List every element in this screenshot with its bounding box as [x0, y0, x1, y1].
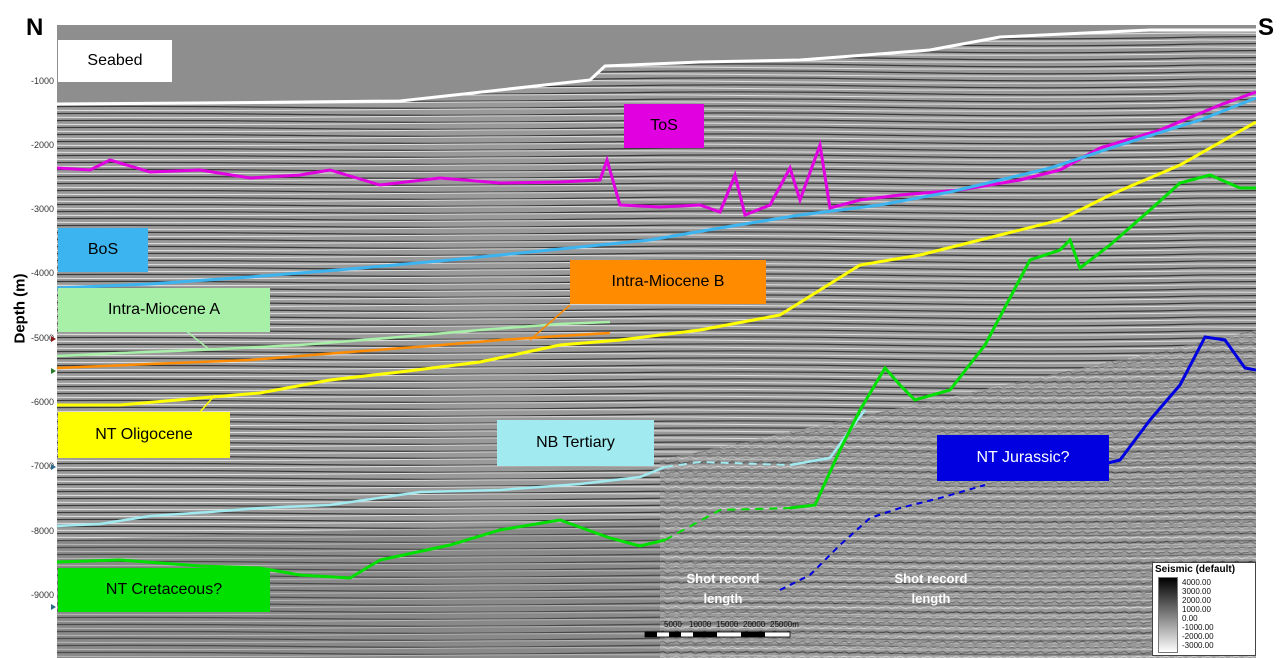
seismic-color-legend: Seismic (default) 4000.00 3000.00 2000.0…	[1152, 562, 1256, 656]
legend-value: -1000.00	[1182, 623, 1214, 632]
bos-horizon	[57, 96, 1256, 290]
tos-label: ToS	[624, 104, 704, 148]
axis-marker-icon	[51, 368, 56, 374]
nb-tertiary-horizon-east	[789, 409, 866, 467]
depth-tick: -9000	[30, 590, 54, 600]
deep-chaotic-zone	[660, 330, 1256, 658]
nb-tertiary-horizon	[57, 465, 666, 528]
depth-tick: -6000	[30, 397, 54, 407]
legend-title: Seismic (default)	[1155, 564, 1236, 575]
scale-label: 5000	[664, 620, 682, 629]
depth-tick: -7000	[30, 461, 54, 471]
nt-oligocene-label: NT Oligocene	[58, 412, 230, 458]
nt-jurassic-label: NT Jurassic?	[937, 435, 1109, 481]
nt-cretaceous-dashed	[664, 507, 791, 541]
intra-miocene-b-horizon	[57, 331, 611, 370]
axis-marker-icon	[51, 464, 56, 470]
deep-sediment	[57, 520, 660, 658]
depth-tick: -3000	[30, 204, 54, 214]
scale-label: 20000	[743, 620, 766, 629]
shot-record-line: length	[911, 591, 951, 606]
bos-label: BoS	[58, 228, 148, 272]
legend-value: 4000.00	[1182, 578, 1211, 587]
depth-tick: -5000	[30, 333, 54, 343]
legend-value: 3000.00	[1182, 587, 1211, 596]
scale-label: 15000	[716, 620, 739, 629]
nt-cretaceous-label: NT Cretaceous?	[58, 568, 270, 612]
south-label: S	[1258, 14, 1275, 41]
legend-value: 0.00	[1182, 614, 1198, 623]
axis-marker-icon	[51, 336, 56, 342]
intra-miocene-a-leader	[184, 329, 211, 351]
tos-horizon	[57, 90, 1256, 218]
nt-cretaceous-horizon	[57, 518, 666, 580]
nt-jurassic-horizon	[1079, 335, 1256, 472]
intra-miocene-a-label: Intra-Miocene A	[58, 288, 270, 332]
depth-tick: -4000	[30, 268, 54, 278]
nt-jurassic-dashed	[779, 484, 986, 591]
nb-tertiary-dashed	[664, 460, 791, 468]
legend-value: 1000.00	[1182, 605, 1211, 614]
scale-label: 10000	[689, 620, 712, 629]
depth-tick: -8000	[30, 526, 54, 536]
nt-oligocene-leader	[199, 394, 216, 413]
shot-record-line: Shot record	[894, 571, 968, 586]
intra-miocene-b-leader	[529, 304, 571, 341]
legend-colorbar	[1158, 577, 1178, 653]
scale-label: 25000m	[770, 620, 799, 629]
depth-tick: -2000	[30, 140, 54, 150]
nb-tertiary-label: NB Tertiary	[497, 420, 654, 466]
nt-cretaceous-horizon-east	[789, 173, 1256, 510]
scale-bar	[644, 631, 791, 638]
shot-record-line: Shot record	[686, 571, 760, 586]
seabed-horizon	[57, 28, 1256, 106]
depth-tick: -1000	[30, 76, 54, 86]
intra-miocene-b-label: Intra-Miocene B	[570, 260, 766, 304]
legend-value: 2000.00	[1182, 596, 1211, 605]
axis-marker-icon	[51, 604, 56, 610]
legend-value: -2000.00	[1182, 632, 1214, 641]
legend-value: -3000.00	[1182, 641, 1214, 650]
seismic-section	[57, 25, 1256, 658]
shot-record-annotation: Shot record length	[668, 569, 778, 609]
shot-record-annotation: Shot record length	[876, 569, 986, 609]
nt-oligocene-horizon	[57, 120, 1256, 407]
seabed-label: Seabed	[58, 40, 172, 82]
north-label: N	[26, 14, 44, 41]
shot-record-line: length	[703, 591, 743, 606]
